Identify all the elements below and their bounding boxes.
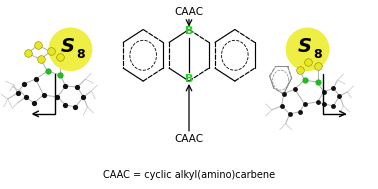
Text: 8: 8 (313, 48, 322, 61)
Text: B: B (185, 74, 193, 84)
Circle shape (286, 27, 330, 71)
Text: CAAC = cyclic alkyl(amino)carbene: CAAC = cyclic alkyl(amino)carbene (103, 170, 275, 180)
Circle shape (48, 27, 92, 71)
Text: CAAC: CAAC (174, 7, 204, 17)
Text: S: S (297, 37, 311, 56)
Text: B: B (185, 26, 193, 36)
Text: S: S (60, 37, 74, 56)
Text: CAAC: CAAC (174, 134, 204, 144)
Text: 8: 8 (76, 48, 85, 61)
